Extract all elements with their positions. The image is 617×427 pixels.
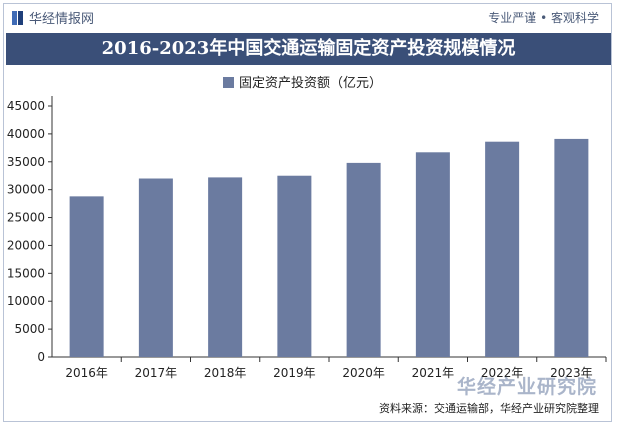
bar [485, 141, 520, 357]
x-tick-label: 2016年 [65, 366, 108, 380]
y-tick-label: 30000 [7, 183, 45, 197]
brand-logo-icon [12, 10, 24, 25]
bar [277, 175, 312, 357]
y-tick-label: 10000 [7, 294, 45, 308]
y-tick-label: 20000 [7, 238, 45, 252]
bar [208, 177, 243, 357]
bar [415, 152, 450, 357]
slogan: 专业严谨 • 客观科学 [488, 11, 599, 25]
watermark: 华经产业研究院 [456, 376, 597, 398]
bar [69, 196, 104, 357]
y-tick-label: 0 [37, 350, 45, 364]
brand: 华经情报网 [12, 8, 94, 27]
legend-label: 固定资产投资额（亿元） [239, 75, 382, 91]
x-tick-label: 2017年 [135, 366, 178, 380]
brand-name: 华经情报网 [29, 12, 95, 27]
chart-title: 2016-2023年中国交通运输固定资产投资规模情况 [6, 33, 611, 65]
source-note: 资料来源：交通运输部，华经产业研究院整理 [379, 402, 599, 415]
x-tick-label: 2018年 [204, 366, 247, 380]
x-tick-label: 2023年 [550, 366, 593, 380]
chart-frame [3, 3, 612, 422]
bar [346, 162, 381, 357]
y-tick-label: 35000 [7, 155, 45, 169]
bar [138, 178, 173, 357]
y-tick-label: 15000 [7, 266, 45, 280]
x-tick-label: 2020年 [342, 366, 385, 380]
y-tick-label: 25000 [7, 211, 45, 225]
bar [554, 138, 589, 357]
y-tick-label: 45000 [7, 99, 45, 113]
x-tick-label: 2022年 [481, 366, 524, 380]
x-tick-label: 2021年 [412, 366, 455, 380]
y-tick-label: 40000 [7, 127, 45, 141]
legend-swatch [223, 77, 234, 88]
x-tick-label: 2019年 [273, 366, 316, 380]
top-bar: 华经情报网 专业严谨 • 客观科学 [0, 0, 617, 32]
y-tick-label: 5000 [14, 322, 45, 336]
